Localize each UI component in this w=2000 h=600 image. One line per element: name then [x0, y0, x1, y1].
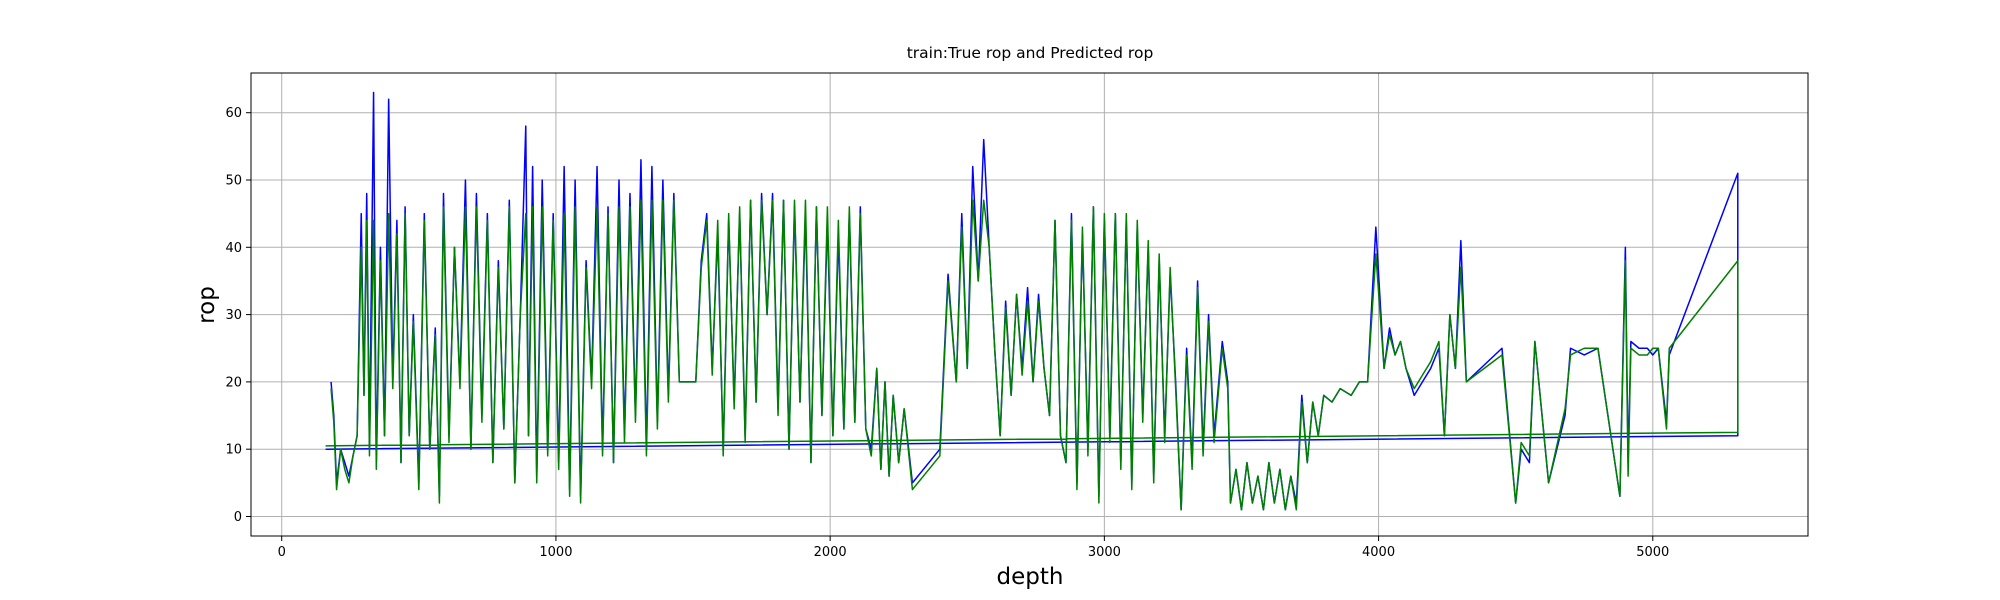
- plot-frame: [250, 72, 1809, 537]
- x-tick-label: 2000: [814, 545, 847, 560]
- data-line: [325, 199, 1739, 511]
- y-tick-label: 30: [225, 308, 242, 323]
- y-axis-label: rop: [194, 286, 220, 324]
- y-tick-label: 50: [225, 174, 242, 189]
- chart-title: train:True rop and Predicted rop: [907, 44, 1154, 62]
- x-tick-label: 1000: [539, 545, 572, 560]
- y-tick-label: 40: [225, 241, 242, 256]
- y-tick-label: 10: [225, 443, 242, 458]
- x-tick-label: 3000: [1088, 545, 1121, 560]
- y-tick-label: 20: [225, 375, 242, 390]
- x-tick-label: 0: [278, 545, 286, 560]
- y-tick-label: 60: [225, 106, 242, 121]
- x-tick-label: 4000: [1362, 545, 1395, 560]
- y-tick-label: 0: [234, 510, 242, 525]
- x-axis-label: depth: [997, 564, 1064, 590]
- x-tick-label: 5000: [1636, 545, 1669, 560]
